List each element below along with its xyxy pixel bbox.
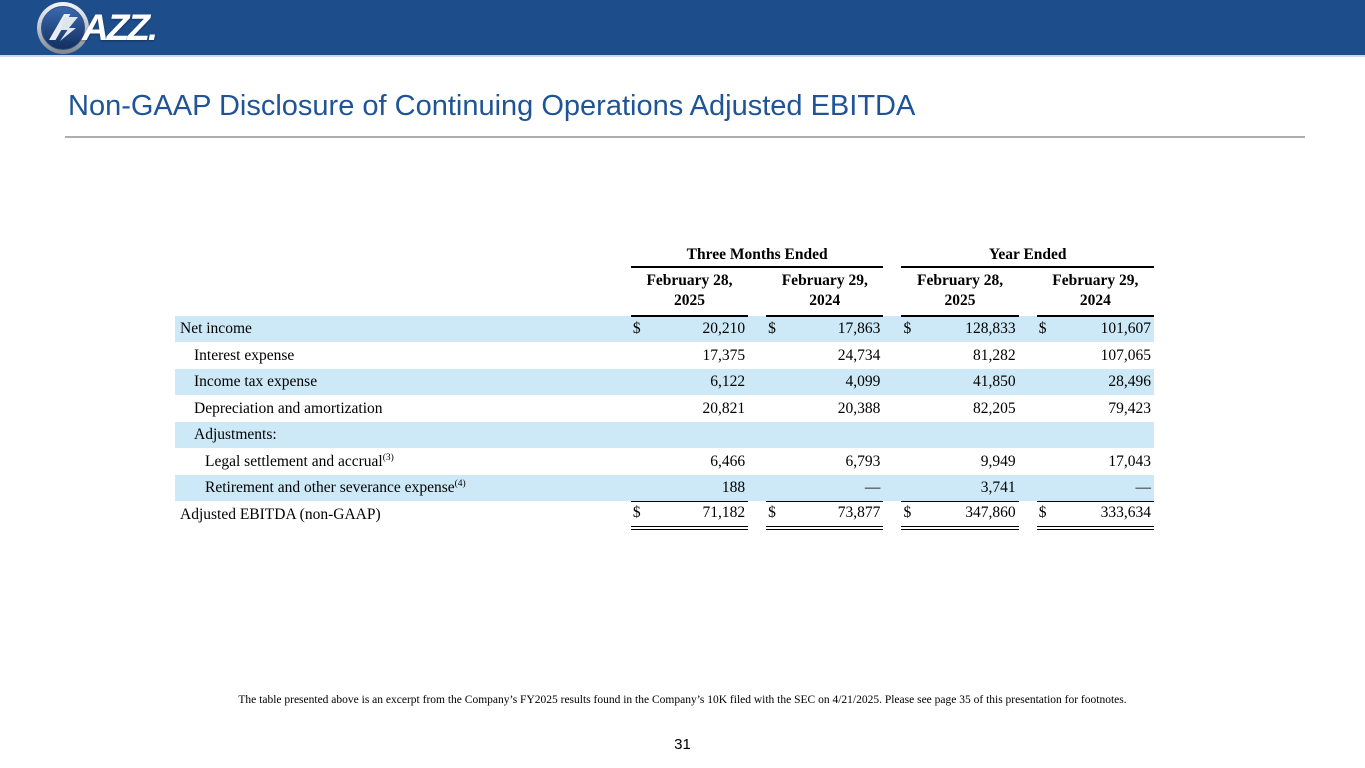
column-header: February 28, 2025 bbox=[630, 267, 749, 317]
cell-value: 71,182 bbox=[652, 501, 749, 530]
row-label: Income tax expense bbox=[194, 373, 318, 391]
cell-value: 107,065 bbox=[1100, 346, 1151, 364]
dollar-sign: $ bbox=[901, 315, 924, 343]
group-header-three-months: Three Months Ended bbox=[630, 243, 884, 268]
financial-table: Three Months Ended Year Ended February 2… bbox=[175, 243, 1154, 530]
cell-value: 20,210 bbox=[652, 315, 749, 343]
cell-value: 17,375 bbox=[702, 346, 746, 364]
dollar-sign: $ bbox=[630, 501, 653, 530]
cell-value: 6,122 bbox=[652, 368, 749, 396]
cell-value: 20,388 bbox=[837, 399, 881, 417]
cell-value: 20,821 bbox=[702, 399, 746, 417]
footnote: The table presented above is an excerpt … bbox=[238, 694, 1127, 706]
group-header-row: Three Months Ended Year Ended bbox=[175, 243, 1154, 268]
column-header: February 29, 2024 bbox=[1036, 267, 1154, 317]
table-row-income-tax-expense: Income tax expense 6,122 4,099 41,850 28… bbox=[175, 368, 1154, 396]
dollar-sign: $ bbox=[630, 315, 653, 343]
azz-badge-icon bbox=[37, 2, 89, 54]
logo-wordmark: AZZ. bbox=[82, 7, 158, 48]
cell-value: 17,043 bbox=[1108, 452, 1151, 470]
table-row-net-income: Net income $ 20,210 $ 17,863 $ 128,833 $… bbox=[175, 315, 1154, 343]
cell-value: — bbox=[1058, 474, 1154, 502]
page-title: Non-GAAP Disclosure of Continuing Operat… bbox=[68, 90, 916, 122]
cell-value: 4,099 bbox=[788, 368, 884, 396]
row-label: Legal settlement and accrual bbox=[205, 452, 383, 470]
footnote-marker: (4) bbox=[454, 479, 466, 489]
cell-value: 82,205 bbox=[973, 399, 1016, 417]
table-row-interest-expense: Interest expense 17,375 24,734 81,282 10… bbox=[175, 342, 1154, 369]
cell-value: 347,860 bbox=[923, 501, 1019, 530]
cell-value: 81,282 bbox=[973, 346, 1016, 364]
table-row-retirement-severance: Retirement and other severance expense(4… bbox=[175, 474, 1154, 502]
cell-value: 6,466 bbox=[710, 452, 746, 470]
dollar-sign: $ bbox=[1036, 501, 1059, 530]
row-label: Retirement and other severance expense bbox=[205, 479, 455, 497]
row-label: Net income bbox=[180, 320, 252, 338]
cell-value: 333,634 bbox=[1058, 501, 1154, 530]
table-row-legal-settlement: Legal settlement and accrual(3) 6,466 6,… bbox=[175, 448, 1154, 475]
table-row-adjustments: Adjustments: bbox=[175, 421, 1154, 449]
cell-value: 6,793 bbox=[845, 452, 881, 470]
cell-value: 79,423 bbox=[1108, 399, 1151, 417]
cell-value: 188 bbox=[652, 474, 749, 502]
table-row-adjusted-ebitda: Adjusted EBITDA (non-GAAP) $ 71,182 $ 73… bbox=[175, 501, 1154, 530]
cell-value: 9,949 bbox=[980, 452, 1016, 470]
row-label: Interest expense bbox=[194, 346, 295, 364]
group-header-year-ended: Year Ended bbox=[901, 243, 1154, 268]
cell-value: 3,741 bbox=[923, 474, 1019, 502]
column-header-row: February 28, 2025 February 29, 2024 Febr… bbox=[175, 267, 1154, 317]
dollar-sign: $ bbox=[766, 315, 789, 343]
dollar-sign: $ bbox=[1036, 315, 1059, 343]
footnote-marker: (3) bbox=[382, 452, 394, 463]
title-divider bbox=[65, 136, 1305, 138]
header-bar: AZZ. bbox=[0, 0, 1365, 57]
column-header: February 29, 2024 bbox=[766, 267, 884, 317]
page-number: 31 bbox=[674, 736, 691, 753]
row-label: Depreciation and amortization bbox=[194, 399, 383, 417]
cell-value: 28,496 bbox=[1058, 368, 1154, 396]
column-header: February 28, 2025 bbox=[901, 267, 1019, 317]
cell-value: 24,734 bbox=[837, 346, 881, 364]
cell-value: 101,607 bbox=[1058, 315, 1154, 343]
cell-value: 41,850 bbox=[923, 368, 1019, 396]
table-row-depreciation-amortization: Depreciation and amortization 20,821 20,… bbox=[175, 395, 1154, 422]
cell-value: 17,863 bbox=[788, 315, 884, 343]
cell-value: 128,833 bbox=[923, 315, 1019, 343]
dollar-sign: $ bbox=[766, 501, 789, 530]
cell-value: — bbox=[788, 474, 884, 502]
row-label: Adjusted EBITDA (non-GAAP) bbox=[180, 505, 381, 523]
row-label: Adjustments: bbox=[194, 426, 277, 444]
azz-logo: AZZ. bbox=[36, 0, 158, 56]
cell-value: 73,877 bbox=[788, 501, 884, 530]
dollar-sign: $ bbox=[901, 501, 924, 530]
